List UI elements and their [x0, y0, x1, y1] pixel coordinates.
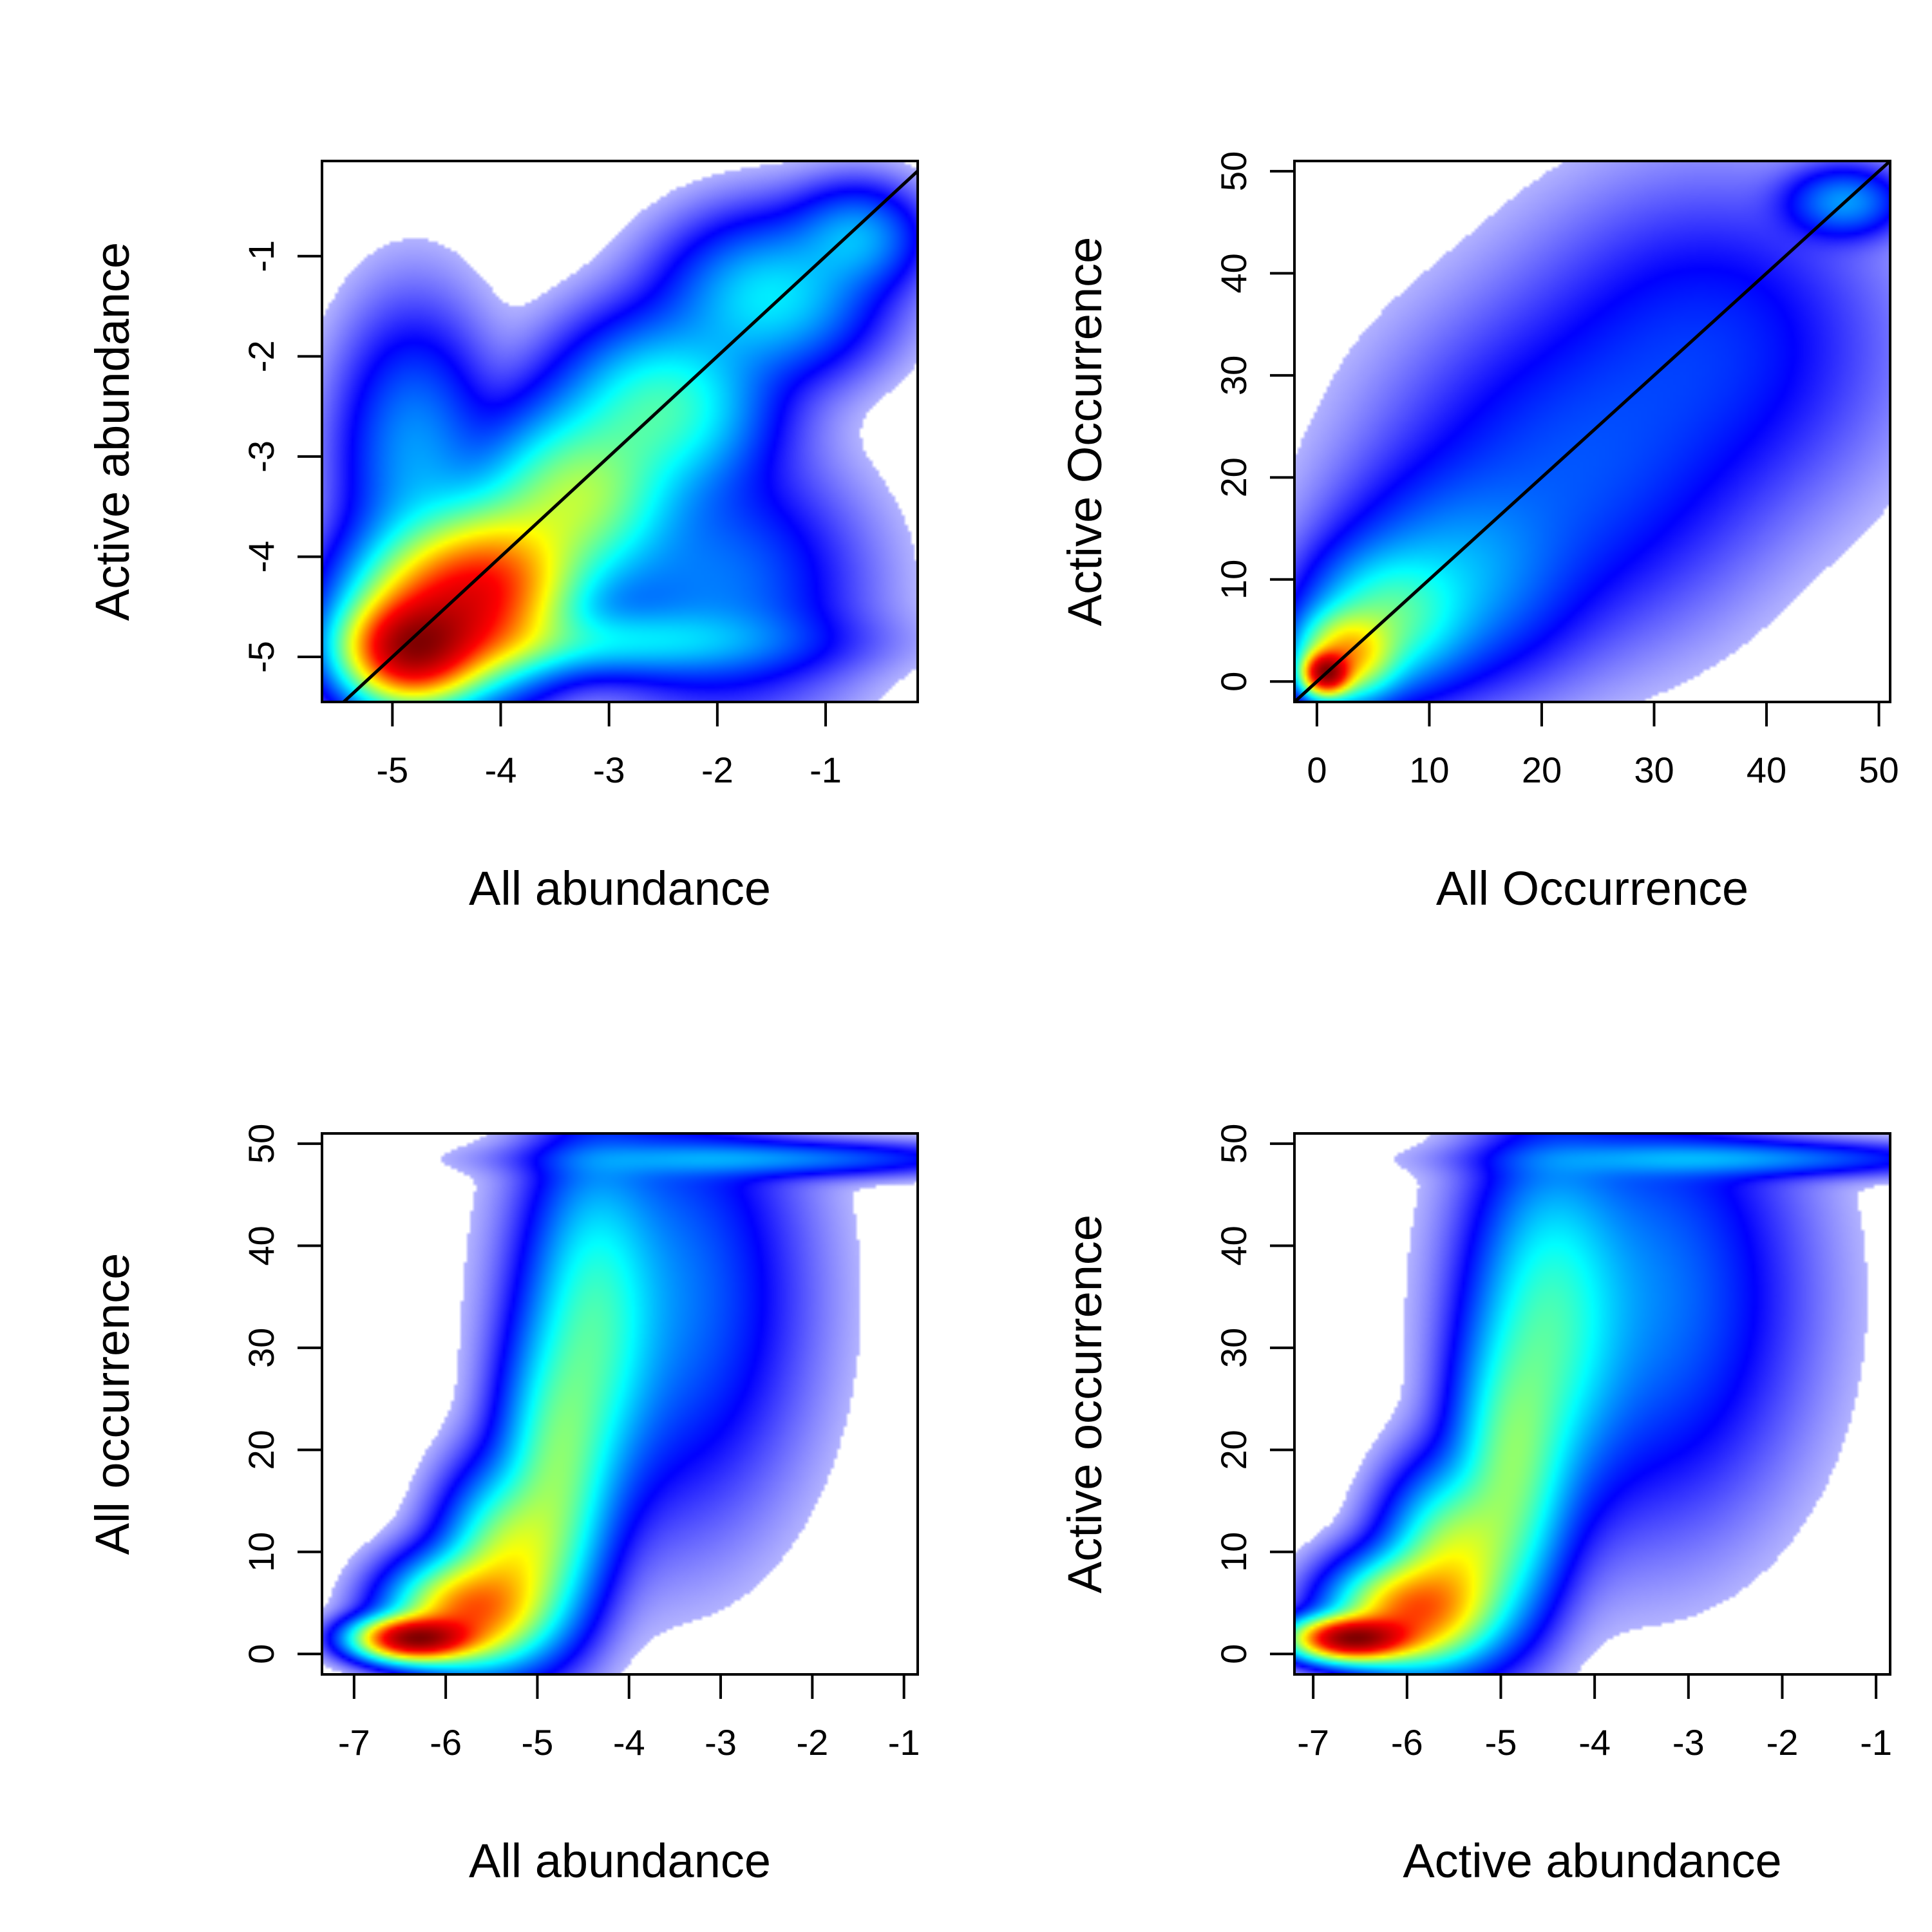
x-tick-label: 40 — [1747, 750, 1786, 790]
y-tick-label: 0 — [1213, 672, 1254, 692]
x-tick-label: -6 — [430, 1722, 462, 1763]
x-tick-label: 10 — [1409, 750, 1449, 790]
x-axis-label: All abundance — [469, 1834, 771, 1888]
x-tick-label: -2 — [796, 1722, 828, 1763]
y-tick-label: 40 — [1213, 1226, 1254, 1265]
y-axis-label: Active occurrence — [1058, 1215, 1112, 1593]
y-tick-label: 10 — [1213, 560, 1254, 600]
x-tick-label: 50 — [1859, 750, 1899, 790]
y-tick-label: -5 — [241, 641, 281, 673]
y-tick-label: 40 — [1213, 253, 1254, 293]
x-tick-label: 20 — [1522, 750, 1562, 790]
panel-3: -7 -6 -5 -4 -3 -2 -1 0 10 20 30 40 50 All abundance Al… — [86, 1124, 920, 1888]
panel-1: -5 -4 -3 -2 -1 -5 -4 -3 -2 -1 All abundance Active … — [86, 160, 919, 915]
x-tick-label: -4 — [485, 750, 517, 790]
y-axis-label: All occurrence — [86, 1253, 139, 1555]
x-tick-label: -2 — [1766, 1722, 1799, 1763]
y-tick-label: 20 — [1213, 457, 1254, 497]
x-tick-label: -3 — [705, 1722, 737, 1763]
y-tick-label: 10 — [1213, 1532, 1254, 1572]
y-tick-label: 30 — [1213, 1328, 1254, 1368]
y-tick-label: 20 — [241, 1430, 281, 1470]
x-tick-label: 0 — [1307, 750, 1327, 790]
x-tick-label: -3 — [1672, 1722, 1705, 1763]
x-axis-label: All Occurrence — [1436, 862, 1748, 915]
x-tick-label: -5 — [376, 750, 408, 790]
y-tick-label: 20 — [1213, 1430, 1254, 1470]
y-tick-label: 0 — [1213, 1644, 1254, 1664]
panel-4: -7 -6 -5 -4 -3 -2 -1 0 10 20 30 40 50 Active abundanc… — [1058, 1124, 1892, 1888]
density-heatmap — [1294, 1133, 1890, 1674]
y-tick-label: -2 — [241, 340, 281, 372]
y-axis-label: Active Occurrence — [1058, 237, 1112, 627]
x-tick-label: -4 — [1578, 1722, 1611, 1763]
y-axis-label: Active abundance — [86, 242, 139, 621]
x-tick-label: -6 — [1391, 1722, 1423, 1763]
identity-line — [342, 169, 918, 702]
y-tick-label: 50 — [1213, 1124, 1254, 1164]
x-tick-label: -5 — [1485, 1722, 1517, 1763]
density-heatmap — [322, 161, 918, 702]
density-heatmap — [322, 1133, 918, 1674]
x-tick-label: -4 — [613, 1722, 645, 1763]
y-tick-label: 30 — [241, 1328, 281, 1368]
x-tick-label: -1 — [1860, 1722, 1892, 1763]
x-axis-label: Active abundance — [1403, 1834, 1781, 1888]
y-tick-label: 40 — [241, 1226, 281, 1265]
y-tick-label: 50 — [1213, 151, 1254, 191]
y-tick-label: 30 — [1213, 355, 1254, 395]
x-axis-label: All abundance — [469, 862, 771, 915]
x-tick-label: -1 — [888, 1722, 920, 1763]
identity-line — [1294, 161, 1890, 702]
x-tick-label: -5 — [522, 1722, 554, 1763]
y-tick-label: -3 — [241, 440, 281, 473]
x-tick-label: -1 — [810, 750, 842, 790]
y-tick-label: -1 — [241, 240, 281, 272]
x-tick-label: -3 — [593, 750, 625, 790]
panel-2: 0 10 20 30 40 50 0 10 20 30 40 50 All Occurrence Acti… — [1058, 151, 1899, 915]
y-tick-label: 10 — [241, 1532, 281, 1572]
y-tick-label: 0 — [241, 1644, 281, 1664]
x-tick-label: -7 — [1297, 1722, 1329, 1763]
y-tick-label: -4 — [241, 541, 281, 573]
y-tick-label: 50 — [241, 1124, 281, 1164]
x-tick-label: -7 — [338, 1722, 370, 1763]
x-tick-label: -2 — [701, 750, 734, 790]
x-tick-label: 30 — [1634, 750, 1674, 790]
